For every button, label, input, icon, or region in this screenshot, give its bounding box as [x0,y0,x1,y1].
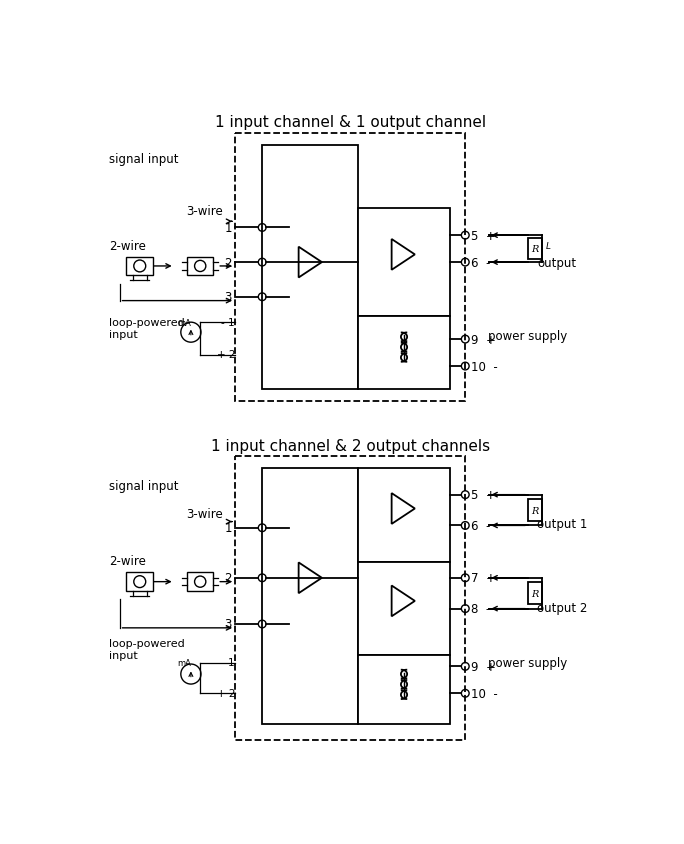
Bar [358,563,450,655]
Bar [235,457,465,739]
Text: 10  -: 10 - [471,360,498,373]
Bar [528,500,542,522]
Text: 10  -: 10 - [471,687,498,700]
Text: - 1: - 1 [222,318,235,327]
Text: - 1: - 1 [222,657,235,668]
Text: output: output [538,257,577,270]
Text: 3-wire: 3-wire [186,508,223,521]
Text: 1 input channel & 2 output channels: 1 input channel & 2 output channels [211,438,490,453]
Text: 3: 3 [224,618,232,630]
Text: 6  -: 6 - [471,519,491,533]
Text: 3-wire: 3-wire [186,205,223,218]
Bar [235,133,465,401]
Text: input: input [109,330,137,340]
Text: output 1: output 1 [538,517,588,531]
Text: 5  +: 5 + [471,489,496,501]
Bar [358,469,450,563]
Text: + 2: + 2 [217,689,235,699]
Bar [262,469,358,724]
Text: 2: 2 [224,257,232,269]
Text: R: R [531,589,539,598]
Text: mA: mA [177,318,191,327]
Text: 2-wire: 2-wire [109,555,146,568]
Text: mA: mA [177,658,191,668]
Text: output 2: output 2 [538,601,588,614]
Bar [358,209,450,316]
Text: 3: 3 [224,291,232,304]
Text: L: L [546,241,551,251]
Text: 9  +: 9 + [471,333,497,346]
Bar [187,257,213,276]
Text: loop-powered: loop-powered [109,639,185,648]
Bar [262,146,358,390]
Bar [126,257,153,276]
Text: loop-powered: loop-powered [109,318,185,327]
Text: 2: 2 [224,571,232,585]
Text: 9  +: 9 + [471,660,497,673]
Text: + 2: + 2 [217,350,235,360]
Text: 2-wire: 2-wire [109,240,146,252]
Text: signal input: signal input [109,479,179,492]
Bar [126,573,153,592]
Bar [358,655,450,724]
Text: signal input: signal input [109,153,179,165]
Text: 8  -: 8 - [471,603,490,615]
Text: 6  -: 6 - [471,257,491,269]
Text: power supply: power supply [488,329,568,343]
Bar [187,573,213,592]
Bar [528,582,542,604]
Text: input: input [109,650,137,660]
Text: 5  +: 5 + [471,230,496,242]
Text: 1: 1 [224,522,232,534]
Text: R: R [531,506,539,515]
Text: 1 input channel & 1 output channel: 1 input channel & 1 output channel [215,115,486,130]
Text: 1: 1 [224,222,232,235]
Bar [358,316,450,390]
Bar [528,239,542,260]
Text: power supply: power supply [488,657,568,669]
Text: R: R [531,245,539,254]
Text: 7  +: 7 + [471,571,497,585]
